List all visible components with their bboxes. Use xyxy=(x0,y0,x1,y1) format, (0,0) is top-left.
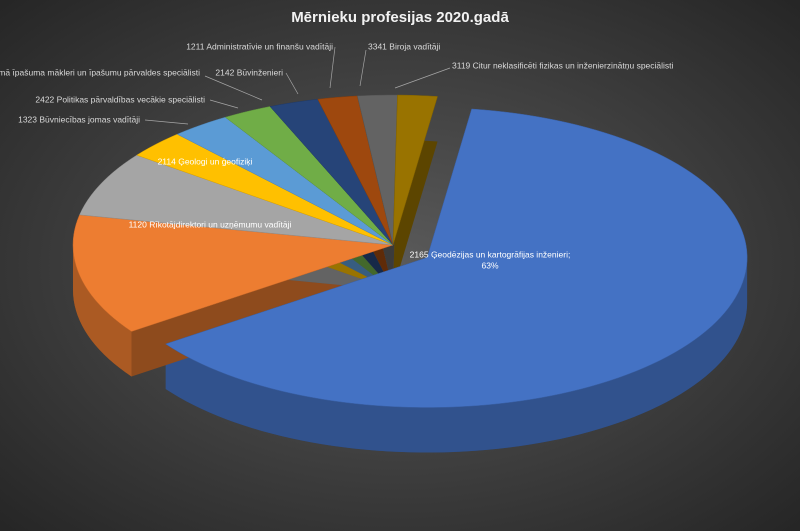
data-label: 2165 Ģeodēzijas un kartogrāfijas inženie… xyxy=(410,249,571,259)
slice xyxy=(136,133,394,246)
leader-line xyxy=(204,75,263,101)
slice xyxy=(224,106,394,246)
data-label: 2142 Būvinženieri xyxy=(215,67,283,77)
data-label: 1120 Rīkotājdirektori un uzņēmumu vadītā… xyxy=(129,219,292,229)
slice xyxy=(392,94,438,246)
data-label: 2422 Politikas pārvaldības vecākie speci… xyxy=(35,94,205,104)
slice xyxy=(79,154,394,246)
chart-title: Mērnieku profesijas 2020.gadā xyxy=(291,9,509,26)
data-label: 1211 Administratīvie un finanšu vadītāji xyxy=(186,41,333,51)
leader-line xyxy=(394,67,451,89)
slice-wall xyxy=(73,245,132,377)
data-label: 3334 Nekustamā īpašuma mākleri un īpašum… xyxy=(0,67,200,77)
slice xyxy=(176,116,394,246)
leader-line xyxy=(144,119,189,125)
slice xyxy=(269,98,394,246)
data-label: 3119 Citur neklasificēti fizikas un inže… xyxy=(452,60,674,70)
slice xyxy=(72,214,394,332)
leader-line xyxy=(359,49,367,87)
data-label: 2114 Ģeologi un ģeofiziķi xyxy=(158,156,253,166)
slice-wall xyxy=(165,257,748,453)
data-label: 1323 Būvniecības jomas vadītāji xyxy=(18,114,140,124)
data-label: 3341 Biroja vadītāji xyxy=(368,41,440,51)
value-label: 63% xyxy=(481,260,498,270)
leader-line xyxy=(285,72,299,95)
slice xyxy=(165,108,748,408)
leader-line xyxy=(329,46,336,89)
leader-line xyxy=(209,99,239,109)
